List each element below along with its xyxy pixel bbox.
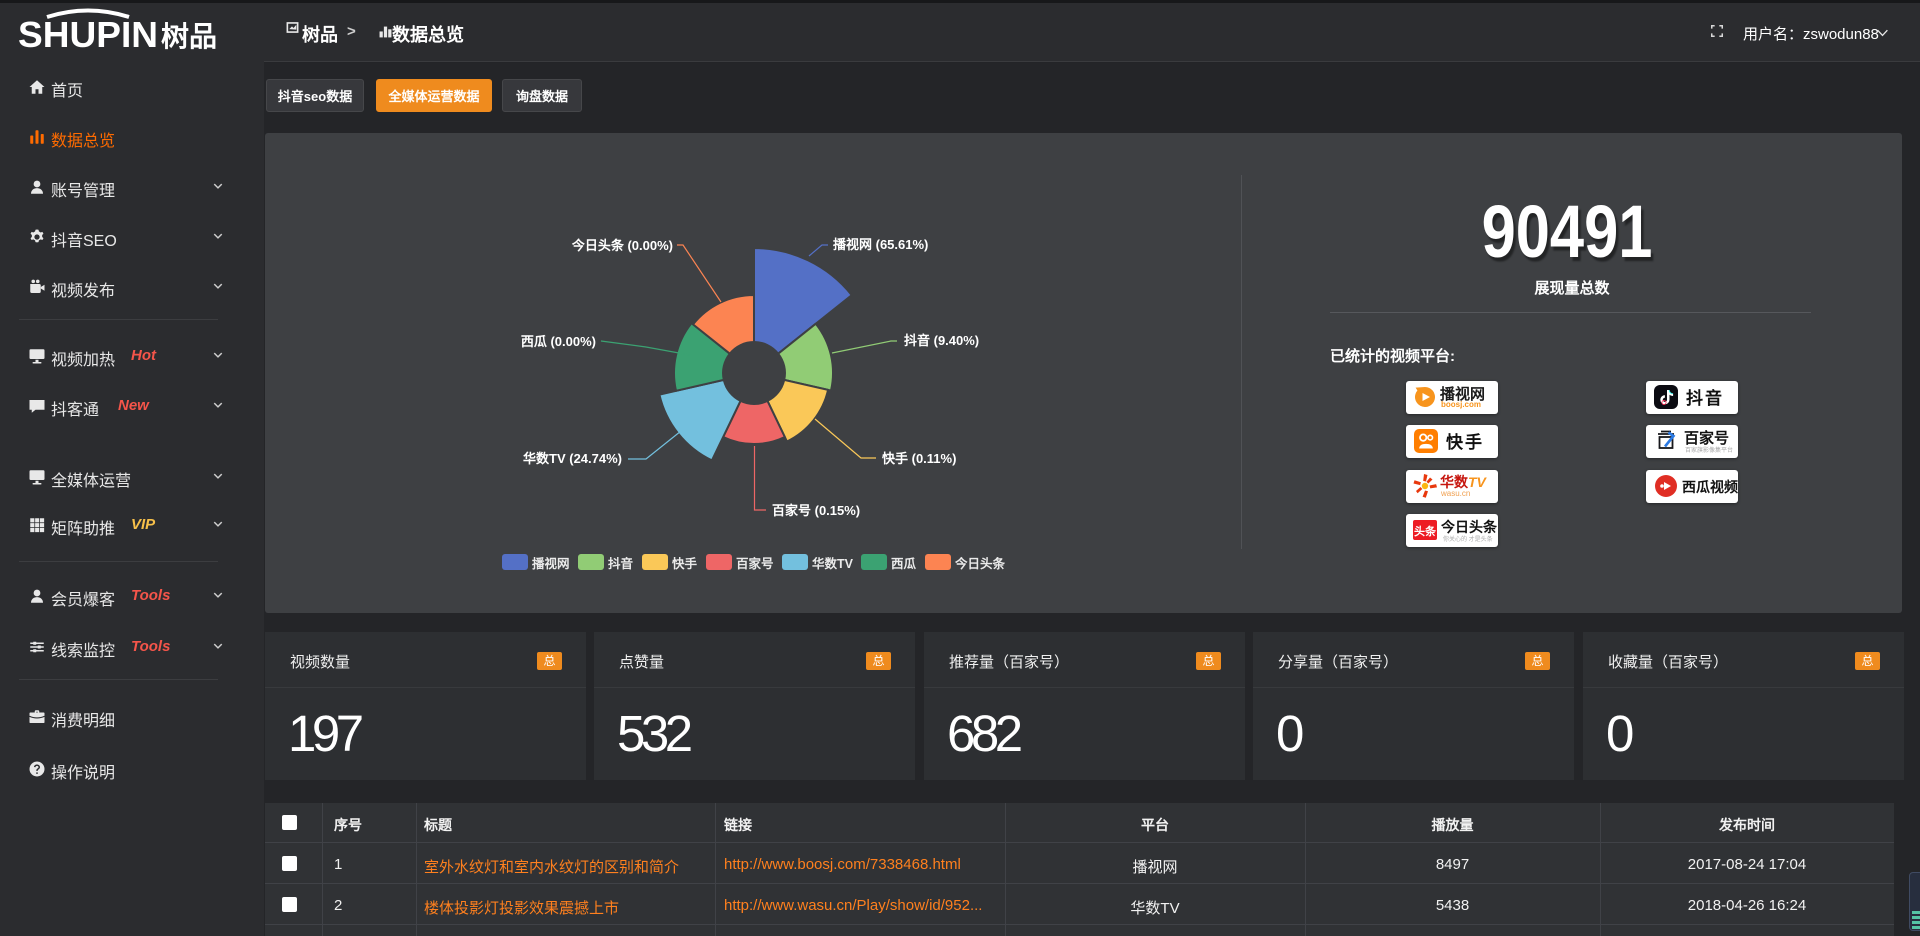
- svg-text:快手: 快手: [672, 556, 698, 571]
- svg-text:树品: 树品: [161, 21, 217, 52]
- svg-text:今日头条 (0.00%): 今日头条 (0.00%): [571, 238, 673, 253]
- svg-text:播视网: 播视网: [532, 556, 570, 571]
- svg-text:播视网 (65.61%): 播视网 (65.61%): [833, 237, 928, 252]
- svg-text:华数TV: 华数TV: [812, 556, 854, 571]
- svg-text:华数TV (24.74%): 华数TV (24.74%): [523, 451, 622, 466]
- svg-text:西瓜 (0.00%): 西瓜 (0.00%): [521, 334, 596, 349]
- svg-text:抖音: 抖音: [608, 556, 634, 571]
- svg-text:今日头条: 今日头条: [954, 556, 1006, 571]
- svg-text:百家号: 百家号: [736, 556, 774, 571]
- svg-text:快手 (0.11%): 快手 (0.11%): [882, 451, 956, 466]
- svg-text:头条: 头条: [1414, 524, 1437, 538]
- svg-text:SHUPIN: SHUPIN: [18, 14, 158, 55]
- svg-text:百家号 (0.15%): 百家号 (0.15%): [772, 503, 860, 518]
- svg-text:西瓜: 西瓜: [891, 557, 917, 571]
- svg-text:抖音 (9.40%): 抖音 (9.40%): [904, 333, 979, 348]
